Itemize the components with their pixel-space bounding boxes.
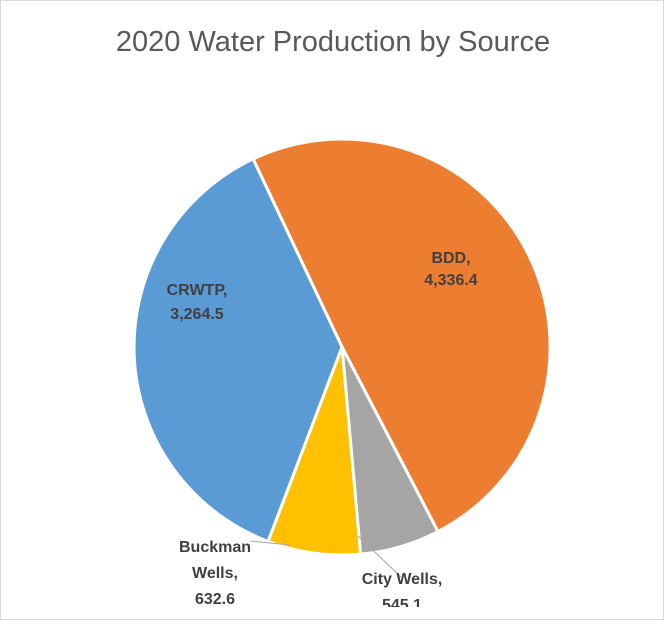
chart-title: 2020 Water Production by Source <box>115 26 551 58</box>
pie-slice-crwtp <box>132 157 344 543</box>
data-label-buckman-wells: Buckman Wells, 632.6 <box>179 539 251 607</box>
pie-slice-bdd <box>251 137 552 534</box>
data-label-city-wells: City Wells, 545.1 <box>362 571 443 607</box>
data-label-crwtp: CRWTP, 3,264.5 <box>167 282 228 323</box>
data-label-bdd: BDD, 4,336.4 <box>424 250 477 289</box>
leader-line-city-wells <box>357 535 402 578</box>
pie-chart: BDD, 4,336.4 City Wells, 545.1 Buckman Wells,… <box>132 137 552 607</box>
leader-line-buckman-wells <box>249 540 291 546</box>
